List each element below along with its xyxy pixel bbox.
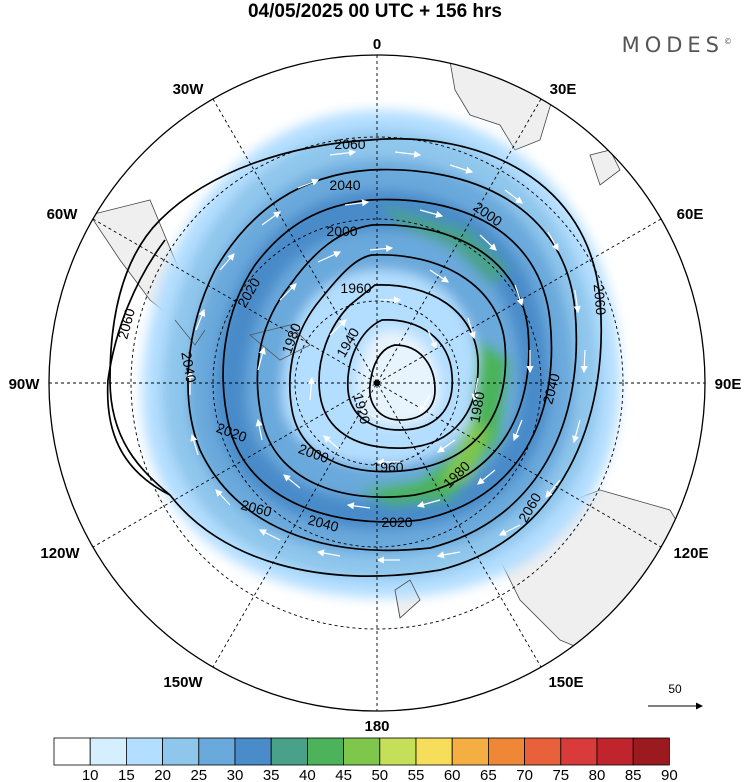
map-border [48,54,706,712]
colorbar-swatch [53,737,91,766]
lon-label-30e: 30E [550,81,577,98]
longitude-labels: 0 30E 60E 90E 120E 150E 180 150W 120W 90… [9,36,742,735]
south-pole-marker [374,380,380,386]
contour-label: 2060 [591,283,610,316]
reference-vector-label: 50 [668,682,682,696]
colorbar-swatch [126,737,164,766]
colorbar-swatch [234,737,272,766]
contour-label: 2040 [306,511,340,535]
colorbar-tick-label: 75 [552,767,569,782]
colorbar-tick-label: 60 [444,767,461,782]
colorbar-swatch [379,737,417,766]
colorbar-swatch [524,737,562,766]
contour-1980 [289,254,507,473]
lon-label-90e: 90E [715,376,742,393]
contour-label: 2060 [114,306,138,340]
lon-label-60e: 60E [677,206,704,223]
colorbar-swatch [89,737,127,766]
lon-label-0: 0 [373,36,381,53]
coastlines [174,319,421,619]
height-contours [106,137,603,577]
contour-label: 1980 [466,390,487,424]
contour-1920 [369,344,436,421]
graticule [49,55,705,711]
brand-logo: MODES© [621,33,732,57]
colorbar-swatch [632,737,670,766]
contour-label: 2040 [329,177,360,193]
contour-2020 [222,198,553,523]
colorbar-tick-label: 10 [82,767,99,782]
contour-2040 [187,168,578,552]
contour-label: 2040 [178,350,199,384]
colorbar-swatch [270,737,308,766]
contour-label: 2000 [326,223,357,239]
map-disc: 2060 2040 2000 1960 1940 1920 1980 2020 … [49,55,705,711]
colorbar-swatch [451,737,489,766]
colorbar-tick-label: 90 [661,767,678,782]
lon-label-150e: 150E [548,674,583,691]
wind-vectors [186,149,588,564]
colorbar-tick-label: 70 [516,767,533,782]
contour-1960 [318,284,479,449]
colorbar-swatch [560,737,598,766]
contour-label: 2060 [334,136,365,152]
colorbar-swatch [487,737,525,766]
colorbar-tick-label: 65 [480,767,497,782]
lon-label-60w: 60W [47,206,79,223]
colorbar-tick-label: 20 [154,767,171,782]
lon-label-30w: 30W [173,81,205,98]
contour-label: 1960 [372,459,403,475]
contour-label: 2020 [381,514,412,530]
land-madagascar [589,149,621,186]
colorbar-tick-label: 25 [190,767,207,782]
colorbar-swatch [198,737,236,766]
colorbar-swatch [162,737,200,766]
colorbar-swatch [343,737,381,766]
lon-label-90w: 90W [9,376,41,393]
colorbar-tick-label: 40 [299,767,316,782]
colorbar-tick-label: 35 [263,767,280,782]
lon-label-150w: 150W [163,674,203,691]
contour-1940 [347,319,454,431]
colorbar-swatch [415,737,453,766]
contour-label: 2040 [539,371,563,405]
map-title: 04/05/2025 00 UTC + 156 hrs [247,1,503,22]
colorbar-tick-label: 55 [408,767,425,782]
lon-label-120e: 120E [673,545,708,562]
colorbar-tick-label: 45 [335,767,352,782]
colorbar: 10 15 20 25 30 35 40 45 50 55 60 65 70 75 80 85 90 [53,737,678,782]
colorbar-tick-label: 85 [625,767,642,782]
colorbar-swatch [306,737,344,766]
colorbar-swatch [596,737,634,766]
lon-label-180: 180 [364,718,389,735]
colorbar-tick-label: 50 [371,767,388,782]
reference-vector: 50 [648,682,703,710]
lon-label-120w: 120W [40,545,80,562]
contour-2060-outer [109,137,603,577]
contour-label: 1960 [340,280,371,296]
contour-2060-lobe [106,239,171,496]
colorbar-tick-label: 30 [227,767,244,782]
contour-label: 2060 [239,496,273,520]
colorbar-tick-label: 80 [589,767,606,782]
contour-label: 1920 [350,392,374,426]
colorbar-tick-label: 15 [118,767,135,782]
